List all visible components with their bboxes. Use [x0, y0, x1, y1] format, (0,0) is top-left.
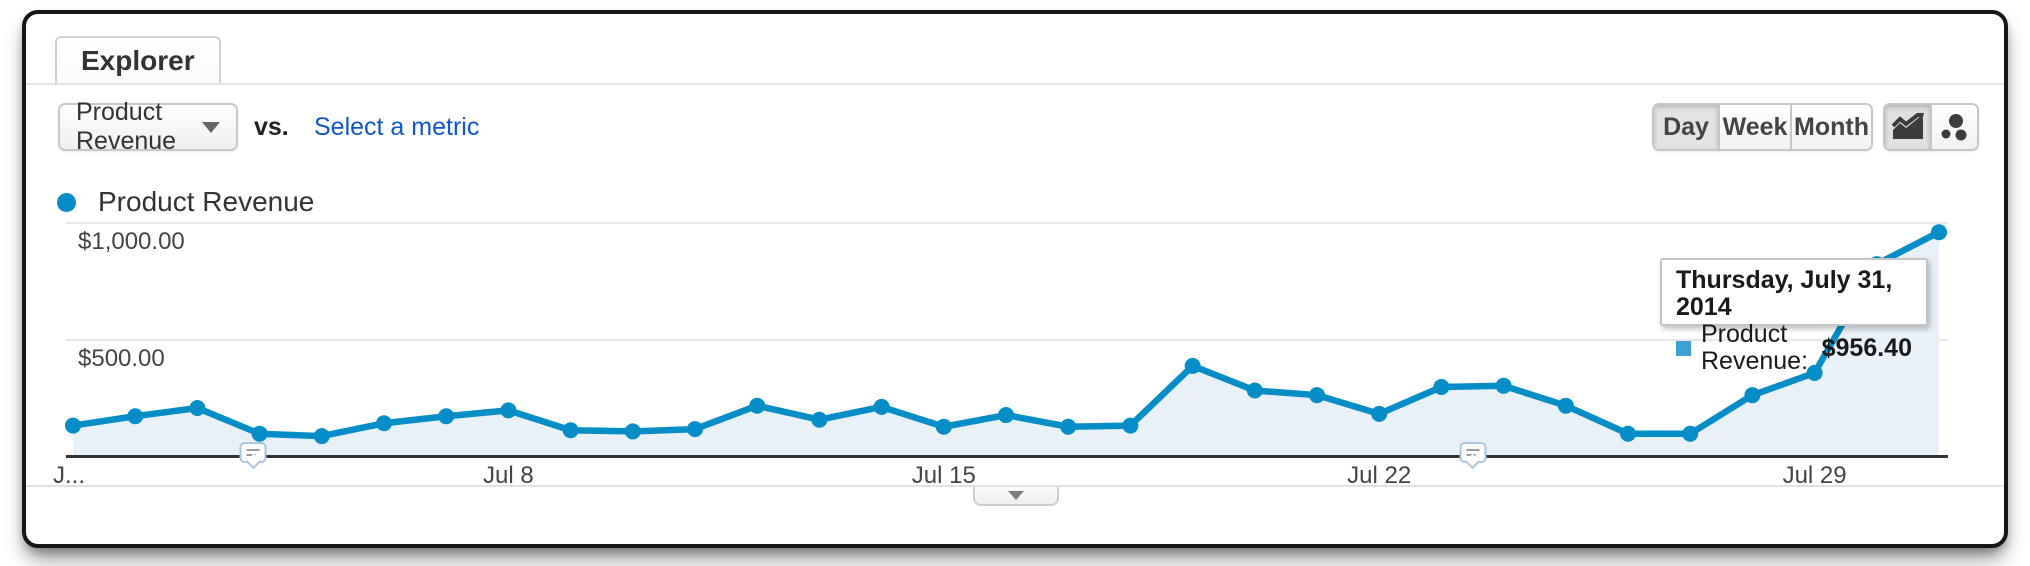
week-button-label: Week: [1722, 112, 1788, 141]
tooltip-value: $956.40: [1821, 333, 1912, 362]
tab-strip-divider: [26, 83, 2004, 85]
data-point-jul-15[interactable]: [935, 418, 952, 435]
tab-explorer[interactable]: Explorer: [55, 36, 221, 83]
chart-type-button-group: [1883, 103, 1979, 151]
annotation-marker[interactable]: [239, 442, 267, 470]
x-axis-tick-label: Jul 22: [1347, 462, 1412, 489]
annotation-marker-tail: [1464, 453, 1481, 470]
data-point-jul-4[interactable]: [251, 425, 268, 442]
area-fill: [73, 232, 1939, 456]
x-axis-tick-label: Jul 29: [1782, 462, 1847, 489]
chart-tooltip: Thursday, July 31, 2014 Product Revenue:…: [1660, 258, 1928, 375]
data-point-jul-18[interactable]: [1122, 417, 1139, 434]
day-button-label: Day: [1663, 112, 1709, 141]
data-point-jul-21[interactable]: [1309, 387, 1325, 404]
data-point-jul-28[interactable]: [1744, 387, 1761, 404]
data-point-jul-1[interactable]: [65, 417, 81, 434]
data-point-jul-29[interactable]: [1806, 364, 1823, 381]
data-point-jul-2[interactable]: [127, 408, 144, 425]
bottom-divider: [26, 485, 2004, 487]
data-point-jul-23[interactable]: [1433, 378, 1450, 395]
data-point-jul-22[interactable]: [1371, 405, 1388, 422]
data-point-jul-12[interactable]: [749, 397, 766, 414]
metric-selector-dropdown[interactable]: Product Revenue: [58, 98, 238, 155]
x-axis-line: [66, 455, 1948, 458]
vs-label: vs.: [254, 113, 289, 141]
data-point-jul-6[interactable]: [376, 415, 392, 432]
granularity-button-group: Day Week Month: [1652, 103, 1873, 151]
data-point-jul-26[interactable]: [1620, 425, 1636, 442]
x-axis-tick-label: Jul 8: [483, 462, 534, 489]
gridline-1000: [66, 222, 1948, 224]
data-point-jul-20[interactable]: [1246, 382, 1263, 399]
x-axis-tick-label: J...: [53, 462, 86, 489]
chevron-down-icon: [202, 121, 220, 133]
data-point-jul-8[interactable]: [500, 402, 517, 419]
data-point-jul-24[interactable]: [1495, 377, 1512, 394]
data-point-jul-5[interactable]: [313, 428, 330, 445]
gridline-500: [66, 339, 1948, 341]
data-point-jul-17[interactable]: [1060, 418, 1077, 435]
series-legend-label: Product Revenue: [98, 186, 315, 217]
motion-chart-icon: [1941, 114, 1966, 141]
data-point-jul-9[interactable]: [562, 422, 579, 439]
annotation-marker-tail: [245, 453, 262, 470]
explorer-panel: Explorer Product Revenue vs. Select a me…: [22, 10, 2008, 548]
data-point-jul-16[interactable]: [998, 407, 1014, 424]
annotation-line: [1466, 449, 1479, 451]
data-point-jul-31[interactable]: [1931, 224, 1947, 241]
chevron-down-icon: [1008, 491, 1024, 500]
data-point-jul-19[interactable]: [1184, 357, 1201, 374]
data-point-jul-3[interactable]: [189, 400, 206, 417]
chart-legend: Product Revenue: [57, 186, 314, 218]
x-axis-tick-label: Jul 15: [911, 462, 976, 489]
tooltip-date: Thursday, July 31, 2014: [1676, 266, 1893, 321]
month-button-label: Month: [1794, 112, 1869, 141]
annotation-marker[interactable]: [1459, 442, 1486, 470]
data-point-jul-14[interactable]: [873, 398, 890, 415]
data-point-jul-27[interactable]: [1682, 425, 1699, 442]
y-axis-tick-label: $1,000.00: [78, 228, 185, 255]
week-button[interactable]: Week: [1720, 105, 1792, 149]
month-button[interactable]: Month: [1792, 105, 1871, 149]
data-point-jul-11[interactable]: [687, 421, 703, 438]
series-color-dot: [57, 192, 76, 212]
annotation-line: [246, 449, 260, 451]
motion-chart-button[interactable]: [1932, 105, 1977, 149]
tab-explorer-label: Explorer: [81, 44, 195, 76]
data-point-jul-10[interactable]: [624, 423, 641, 440]
data-point-jul-13[interactable]: [811, 411, 828, 428]
day-button[interactable]: Day: [1654, 105, 1720, 149]
y-axis-tick-label: $500.00: [78, 345, 165, 372]
collapse-chart-button[interactable]: [973, 487, 1059, 506]
select-a-metric-link[interactable]: Select a metric: [314, 113, 480, 141]
tooltip-series-label: Product Revenue:: [1701, 320, 1809, 375]
line-chart-icon: [1891, 113, 1924, 139]
metric-selector-value: Product Revenue: [76, 98, 177, 155]
data-point-jul-7[interactable]: [438, 408, 455, 425]
line-chart-button[interactable]: [1885, 105, 1932, 149]
revenue-line-chart[interactable]: [65, 200, 1948, 458]
tooltip-series-color-square: [1676, 340, 1691, 356]
data-point-jul-25[interactable]: [1557, 397, 1574, 414]
